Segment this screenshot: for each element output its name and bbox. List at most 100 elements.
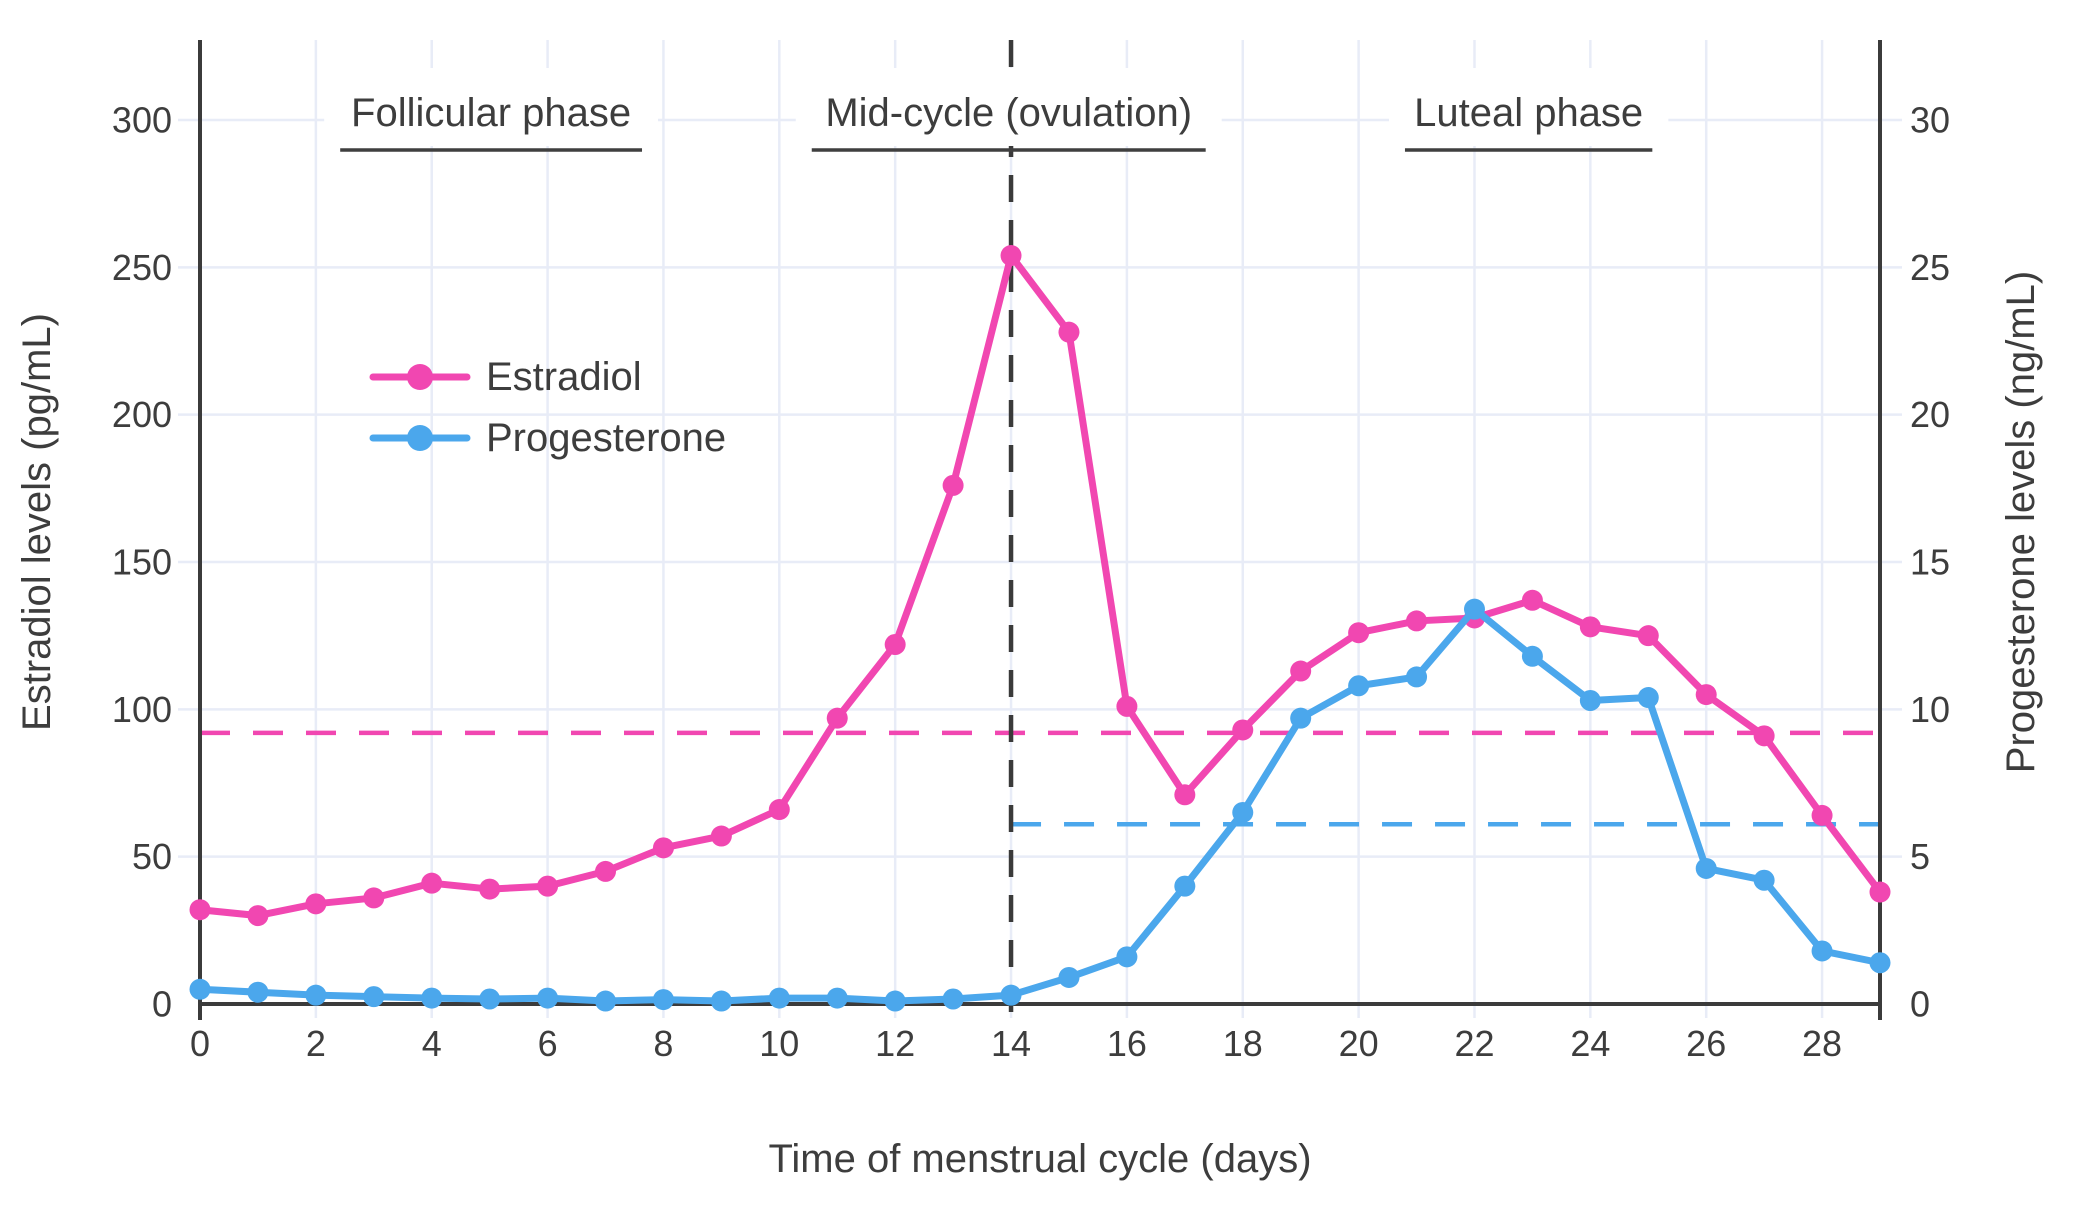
legend-dot-swatch: [407, 425, 433, 451]
y-right-tick-label: 30: [1910, 100, 1950, 141]
estradiol-point-day-25: [1637, 625, 1659, 647]
x-tick-label: 10: [759, 1023, 799, 1064]
y-left-tick-label: 50: [132, 836, 172, 877]
estradiol-point-day-28: [1811, 804, 1833, 826]
y-left-tick-label: 250: [112, 247, 172, 288]
progesterone-point-day-1: [247, 981, 269, 1003]
phase-annotation: Follicular phase: [324, 68, 659, 152]
x-tick-label: 26: [1686, 1023, 1726, 1064]
estradiol-point-day-3: [363, 887, 385, 909]
y-left-tick-label: 100: [112, 689, 172, 730]
y-right-tick-label: 5: [1910, 836, 1930, 877]
legend: Estradiol Progesterone: [369, 355, 726, 460]
x-tick-label: 4: [422, 1023, 442, 1064]
estradiol-point-day-6: [537, 875, 559, 897]
progesterone-point-day-3: [363, 986, 385, 1008]
progesterone-point-day-0: [189, 978, 211, 1000]
estradiol-point-day-4: [421, 872, 443, 894]
x-tick-label: 28: [1802, 1023, 1842, 1064]
estradiol-point-day-15: [1058, 321, 1080, 343]
progesterone-point-day-20: [1348, 675, 1370, 697]
progesterone-point-day-18: [1232, 801, 1254, 823]
estradiol-point-day-19: [1290, 660, 1312, 682]
y-right-tick-label: 15: [1910, 542, 1950, 583]
x-tick-label: 0: [190, 1023, 210, 1064]
estradiol-point-day-11: [826, 707, 848, 729]
y-left-tick-label: 0: [152, 984, 172, 1025]
estradiol-point-day-24: [1579, 616, 1601, 638]
estradiol-point-day-21: [1406, 610, 1428, 632]
progesterone-point-day-10: [768, 987, 790, 1009]
y-right-tick-label: 10: [1910, 689, 1950, 730]
estradiol-point-day-17: [1174, 784, 1196, 806]
estradiol-point-day-29: [1869, 881, 1891, 903]
x-tick-label: 2: [306, 1023, 326, 1064]
estradiol-point-day-10: [768, 799, 790, 821]
legend-label: Progesterone: [486, 416, 726, 460]
phase-label-2: Mid-cycle (ovulation): [825, 91, 1192, 135]
y-axis-left-title: Estradiol levels (pg/mL): [15, 313, 59, 731]
estradiol-point-day-1: [247, 905, 269, 927]
y-left-tick-label: 150: [112, 542, 172, 583]
x-tick-label: 24: [1570, 1023, 1610, 1064]
progesterone-point-day-17: [1174, 875, 1196, 897]
estradiol-point-day-23: [1521, 589, 1543, 611]
axes-layer: [198, 40, 1882, 1020]
estradiol-point-day-7: [595, 860, 617, 882]
estradiol-point-day-14: [1000, 245, 1022, 267]
progesterone-point-day-7: [595, 990, 617, 1012]
progesterone-point-day-26: [1695, 857, 1717, 879]
estradiol-point-day-8: [652, 837, 674, 859]
legend-item-progesterone: Progesterone: [369, 416, 726, 460]
x-tick-label: 8: [653, 1023, 673, 1064]
progesterone-point-day-5: [479, 988, 501, 1010]
phase-label-1: Follicular phase: [351, 91, 631, 135]
progesterone-point-day-6: [537, 987, 559, 1009]
estradiol-point-day-2: [305, 893, 327, 915]
estradiol-point-day-16: [1116, 695, 1138, 717]
legend-dot-swatch: [407, 364, 433, 390]
progesterone-point-day-22: [1463, 598, 1485, 620]
y-right-tick-label: 20: [1910, 394, 1950, 435]
estradiol-point-day-26: [1695, 684, 1717, 706]
progesterone-point-day-25: [1637, 687, 1659, 709]
estradiol-point-day-12: [884, 634, 906, 656]
progesterone-point-day-15: [1058, 966, 1080, 988]
estradiol-point-day-18: [1232, 719, 1254, 741]
estradiol-point-day-13: [942, 474, 964, 496]
x-tick-label: 16: [1107, 1023, 1147, 1064]
phase-annotation-bg: [324, 68, 659, 146]
progesterone-point-day-21: [1406, 666, 1428, 688]
phase-label-3: Luteal phase: [1414, 91, 1643, 135]
progesterone-point-day-28: [1811, 940, 1833, 962]
x-tick-label: 22: [1454, 1023, 1494, 1064]
estradiol-point-day-27: [1753, 725, 1775, 747]
progesterone-point-day-11: [826, 987, 848, 1009]
progesterone-point-day-23: [1521, 645, 1543, 667]
progesterone-point-day-29: [1869, 952, 1891, 974]
x-tick-label: 12: [875, 1023, 915, 1064]
progesterone-series: [189, 598, 1891, 1012]
estradiol-point-day-5: [479, 878, 501, 900]
estradiol-point-day-0: [189, 899, 211, 921]
progesterone-point-day-24: [1579, 689, 1601, 711]
y-axis-right-title: Progesterone levels (ng/mL): [1999, 271, 2043, 773]
progesterone-point-day-16: [1116, 946, 1138, 968]
phase-annotation-bg: [1388, 68, 1669, 146]
y-left-tick-label: 200: [112, 394, 172, 435]
progesterone-point-day-27: [1753, 869, 1775, 891]
progesterone-point-day-14: [1000, 984, 1022, 1006]
estradiol-point-day-9: [710, 825, 732, 847]
y-left-tick-label: 300: [112, 100, 172, 141]
progesterone-point-day-19: [1290, 707, 1312, 729]
y-right-tick-label: 0: [1910, 984, 1930, 1025]
phase-annotation: Luteal phase: [1388, 68, 1669, 152]
legend-item-estradiol: Estradiol: [369, 355, 642, 399]
estradiol-point-day-20: [1348, 622, 1370, 644]
progesterone-point-day-4: [421, 987, 443, 1009]
phase-annotation: Mid-cycle (ovulation): [795, 68, 1222, 152]
